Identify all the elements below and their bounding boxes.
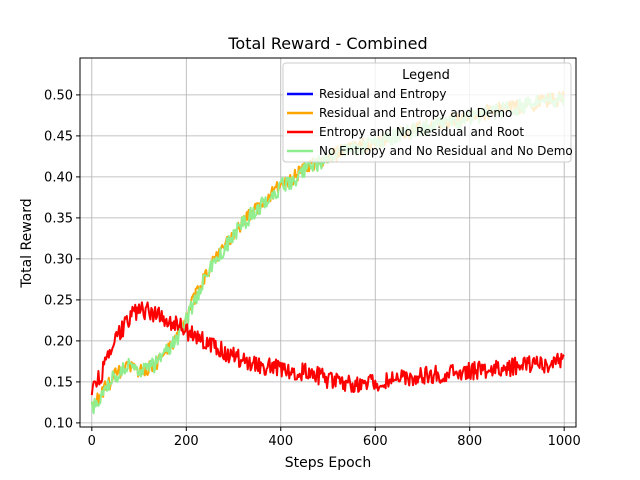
legend-label: Residual and Entropy and Demo bbox=[319, 106, 512, 120]
y-tick-label: 0.15 bbox=[44, 375, 73, 390]
y-tick-label: 0.30 bbox=[44, 252, 73, 267]
y-tick-label: 0.45 bbox=[44, 129, 73, 144]
y-tick-label: 0.40 bbox=[44, 170, 73, 185]
x-tick-label: 1000 bbox=[548, 434, 581, 449]
x-tick-label: 600 bbox=[363, 434, 388, 449]
x-tick-label: 400 bbox=[268, 434, 293, 449]
x-axis: 0 200 400 600 800 1000 bbox=[88, 427, 581, 449]
x-tick-label: 200 bbox=[174, 434, 199, 449]
y-tick-label: 0.50 bbox=[44, 88, 73, 103]
legend-title: Legend bbox=[402, 68, 450, 83]
chart-title: Total Reward - Combined bbox=[227, 34, 427, 53]
series-line bbox=[90, 301, 565, 396]
x-tick-label: 0 bbox=[88, 434, 96, 449]
y-axis-title: Total Reward bbox=[19, 198, 35, 288]
y-tick-label: 0.10 bbox=[44, 416, 73, 431]
legend-label: Entropy and No Residual and Root bbox=[319, 125, 524, 139]
x-tick-label: 800 bbox=[457, 434, 482, 449]
legend-box bbox=[282, 62, 572, 163]
legend-entries: Residual and Entropy Residual and Entropy… bbox=[287, 87, 573, 158]
y-tick-label: 0.20 bbox=[44, 334, 73, 349]
x-axis-title: Steps Epoch bbox=[285, 455, 372, 471]
y-tick-label: 0.35 bbox=[44, 211, 73, 226]
plot-frame bbox=[79, 57, 577, 428]
legend-label: Residual and Entropy bbox=[319, 87, 447, 101]
y-tick-label: 0.25 bbox=[44, 293, 73, 308]
y-axis: 0.10 0.15 0.20 0.25 0.30 0.35 0.40 0.45 0.50 bbox=[44, 88, 80, 431]
legend-label: No Entropy and No Residual and No Demo bbox=[319, 144, 573, 158]
